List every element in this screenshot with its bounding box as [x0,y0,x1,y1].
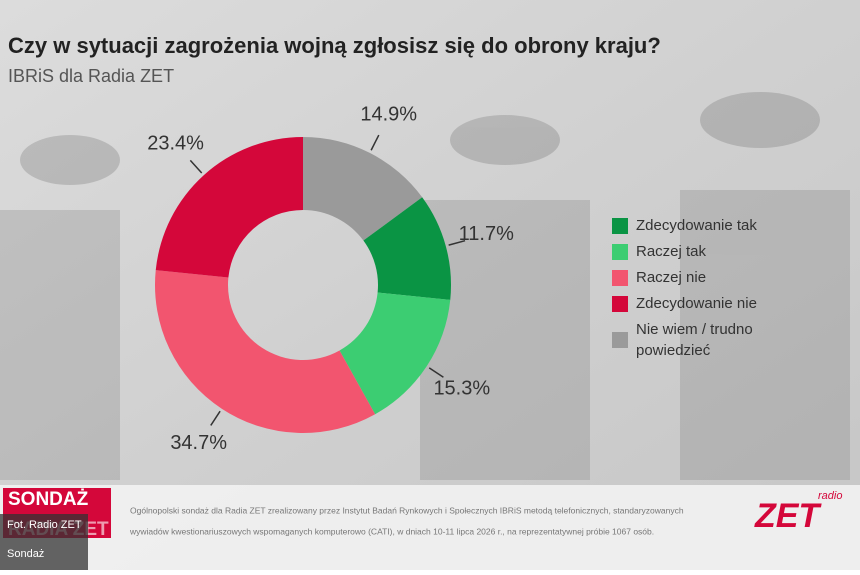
value-label: 23.4% [147,132,204,154]
legend-label: Raczej nie [636,269,706,286]
donut-slice [155,270,376,433]
footer-band [0,485,860,570]
value-label: 14.9% [360,104,417,126]
legend-swatch [612,218,628,234]
legend-swatch [612,332,628,348]
chart-title: Czy w sytuacji zagrożenia wojną zgłosisz… [8,33,661,58]
chart-subtitle: IBRiS dla Radia ZET [8,66,174,86]
legend-label: Zdecydowanie tak [636,217,757,234]
legend-swatch [612,296,628,312]
value-label: 34.7% [170,432,227,454]
value-label: 15.3% [433,378,490,400]
legend-swatch [612,270,628,286]
photo-credit: Fot. Radio ZET [7,519,82,531]
photo-shapes [0,92,850,480]
legend-swatch [612,244,628,260]
badge-text: SONDAŻ [8,489,89,510]
donut-slice [363,197,452,300]
legend-label: Zdecydowanie nie [636,295,757,312]
footer-note: Ogólnopolski sondaż dla Radia ZET zreali… [130,505,684,515]
caption: Sondaż [7,548,44,560]
logo-small: radio [818,490,842,502]
donut-slice [303,137,423,241]
donut-slice [155,137,303,278]
value-label: 11.7% [459,223,514,245]
leader-line [448,239,466,246]
leader-line [189,159,203,174]
footer-note: wywiadów kwestionariuszowych wspomaganyc… [129,526,654,536]
legend-label: Raczej tak [636,243,707,260]
donut-slice [339,292,451,415]
leader-line [370,134,380,151]
leader-line [428,367,444,378]
legend-label: Nie wiem / trudno powiedzieć [636,321,753,359]
credit-box [0,514,88,570]
logo: ZET [754,497,822,535]
leader-line [210,410,221,426]
